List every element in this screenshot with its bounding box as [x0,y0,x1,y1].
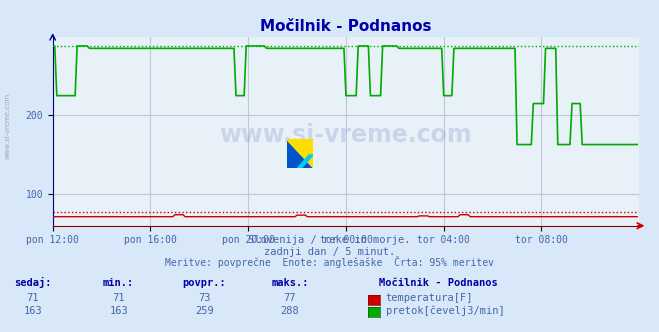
Text: 163: 163 [109,306,128,316]
Text: Meritve: povprečne  Enote: anglešaške  Črta: 95% meritev: Meritve: povprečne Enote: anglešaške Črt… [165,256,494,268]
Text: 77: 77 [284,293,296,303]
Text: min.:: min.: [103,278,134,288]
Text: 71: 71 [27,293,39,303]
Text: www.si-vreme.com: www.si-vreme.com [219,123,473,147]
Text: Močilnik - Podnanos: Močilnik - Podnanos [379,278,498,288]
Text: 73: 73 [198,293,210,303]
Title: Močilnik - Podnanos: Močilnik - Podnanos [260,19,432,34]
Text: www.si-vreme.com: www.si-vreme.com [5,93,11,159]
Text: temperatura[F]: temperatura[F] [386,293,473,303]
Text: 259: 259 [195,306,214,316]
Text: povpr.:: povpr.: [183,278,226,288]
Text: pretok[čevelj3/min]: pretok[čevelj3/min] [386,305,504,316]
Text: 288: 288 [281,306,299,316]
Text: Slovenija / reke in morje.: Slovenija / reke in morje. [248,235,411,245]
Text: sedaj:: sedaj: [14,277,51,288]
Polygon shape [287,139,313,168]
Text: 163: 163 [24,306,42,316]
Text: 71: 71 [113,293,125,303]
Text: zadnji dan / 5 minut.: zadnji dan / 5 minut. [264,247,395,257]
Polygon shape [287,139,313,168]
Text: maks.:: maks.: [272,278,308,288]
Polygon shape [298,155,313,168]
